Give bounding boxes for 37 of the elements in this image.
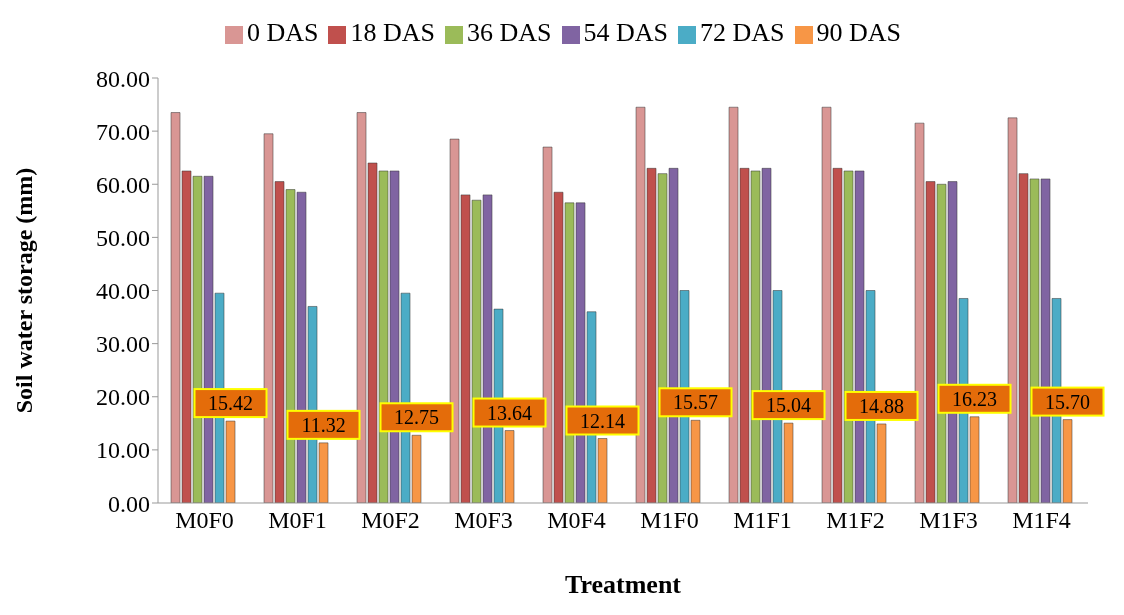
data-label: 13.64 bbox=[487, 401, 533, 424]
x-tick-label: M1F3 bbox=[919, 507, 978, 534]
x-axis-title: Treatment bbox=[565, 570, 682, 599]
x-tick-label: M1F1 bbox=[733, 507, 792, 534]
y-tick-label: 80.00 bbox=[96, 65, 150, 92]
y-tick-label: 70.00 bbox=[96, 118, 150, 145]
y-axis-title: Soil water storage (mm) bbox=[10, 167, 37, 414]
y-tick-label: 0.00 bbox=[108, 490, 150, 517]
data-label: 11.32 bbox=[301, 413, 346, 436]
legend-label: 72 DAS bbox=[700, 18, 785, 47]
legend-label: 54 DAS bbox=[583, 18, 669, 47]
x-tick-label: M1F4 bbox=[1012, 507, 1071, 534]
x-tick-label: M1F2 bbox=[826, 507, 885, 534]
legend-label: 0 DAS bbox=[246, 18, 319, 47]
data-label: 15.42 bbox=[208, 392, 254, 415]
x-tick-label: M0F0 bbox=[175, 507, 234, 534]
data-label: 12.75 bbox=[394, 406, 440, 429]
x-tick-label: M0F3 bbox=[454, 507, 513, 534]
legend-label: 36 DAS bbox=[466, 18, 552, 47]
x-tick-label: M1F0 bbox=[640, 507, 699, 534]
x-tick-label: M0F1 bbox=[268, 507, 327, 534]
data-label: 15.57 bbox=[673, 391, 719, 414]
x-tick-label: M0F2 bbox=[361, 507, 420, 534]
data-label: 15.70 bbox=[1045, 390, 1091, 413]
data-label: 14.88 bbox=[859, 394, 905, 417]
y-tick-label: 30.00 bbox=[96, 331, 150, 358]
data-label: 12.14 bbox=[580, 409, 626, 432]
legend-label: 90 DAS bbox=[816, 18, 902, 47]
y-tick-label: 20.00 bbox=[96, 384, 150, 411]
legend-label: 18 DAS bbox=[350, 18, 435, 47]
y-tick-label: 50.00 bbox=[96, 224, 150, 251]
y-tick-label: 10.00 bbox=[96, 437, 150, 464]
data-label: 15.04 bbox=[766, 394, 812, 417]
data-label: 16.23 bbox=[952, 387, 998, 410]
y-tick-label: 40.00 bbox=[96, 278, 150, 305]
x-tick-label: M0F4 bbox=[547, 507, 606, 534]
y-tick-label: 60.00 bbox=[96, 171, 150, 198]
